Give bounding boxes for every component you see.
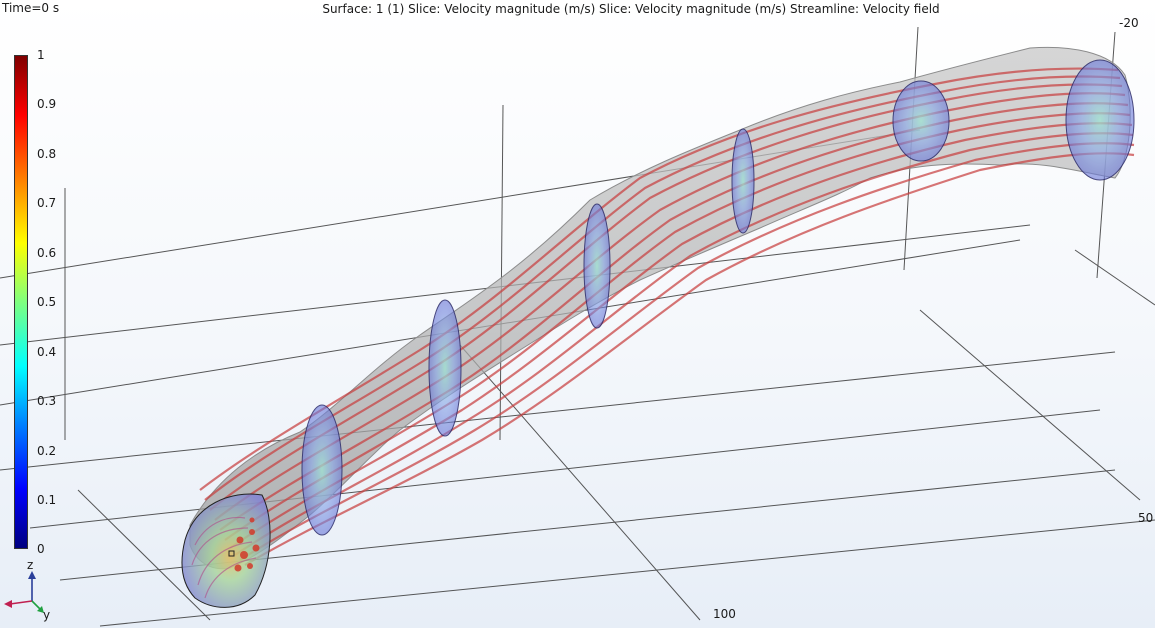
axis-tick-label: -20 (1119, 16, 1139, 30)
axis-tick-label: 100 (713, 607, 736, 621)
color-legend-tick: 0.7 (37, 196, 57, 210)
color-legend-tick: 0.9 (37, 97, 57, 111)
color-legend-bar (14, 55, 28, 549)
time-label: Time=0 s (2, 1, 60, 15)
inlet-cap (181, 493, 271, 608)
color-legend-tick: 0.3 (37, 394, 57, 408)
slice-disc (428, 299, 462, 437)
triad-label-z: z (27, 558, 33, 572)
color-legend-tick: 0.5 (37, 295, 57, 309)
x-arrowhead-icon (4, 600, 12, 608)
y-axis-arrow-icon (31, 600, 41, 610)
slice-disc (583, 203, 611, 329)
x-axis-arrow-icon (9, 600, 33, 605)
color-legend-tick: 0.8 (37, 147, 57, 161)
color-legend-tick: 0.1 (37, 493, 57, 507)
plot-title: Surface: 1 (1) Slice: Velocity magnitude… (322, 2, 940, 16)
slice-disc (892, 80, 950, 162)
slice-disc (1065, 59, 1135, 181)
streamlines (199, 67, 1135, 566)
axis-triad: z y (4, 558, 50, 622)
velocity-slices (301, 59, 1135, 536)
y-arrowhead-icon (37, 606, 44, 613)
color-legend-tick: 0.6 (37, 246, 57, 260)
axis-tick-label: 50 (1138, 511, 1154, 525)
color-legend-tick: 0 (37, 542, 45, 556)
color-legend-tick: 1 (37, 48, 45, 62)
slice-disc (731, 128, 755, 234)
color-legend-tick: 0.4 (37, 345, 57, 359)
z-arrowhead-icon (28, 571, 36, 579)
color-legend-tick: 0.2 (37, 444, 57, 458)
triad-label-y: y (43, 608, 50, 622)
slice-disc (301, 404, 343, 536)
